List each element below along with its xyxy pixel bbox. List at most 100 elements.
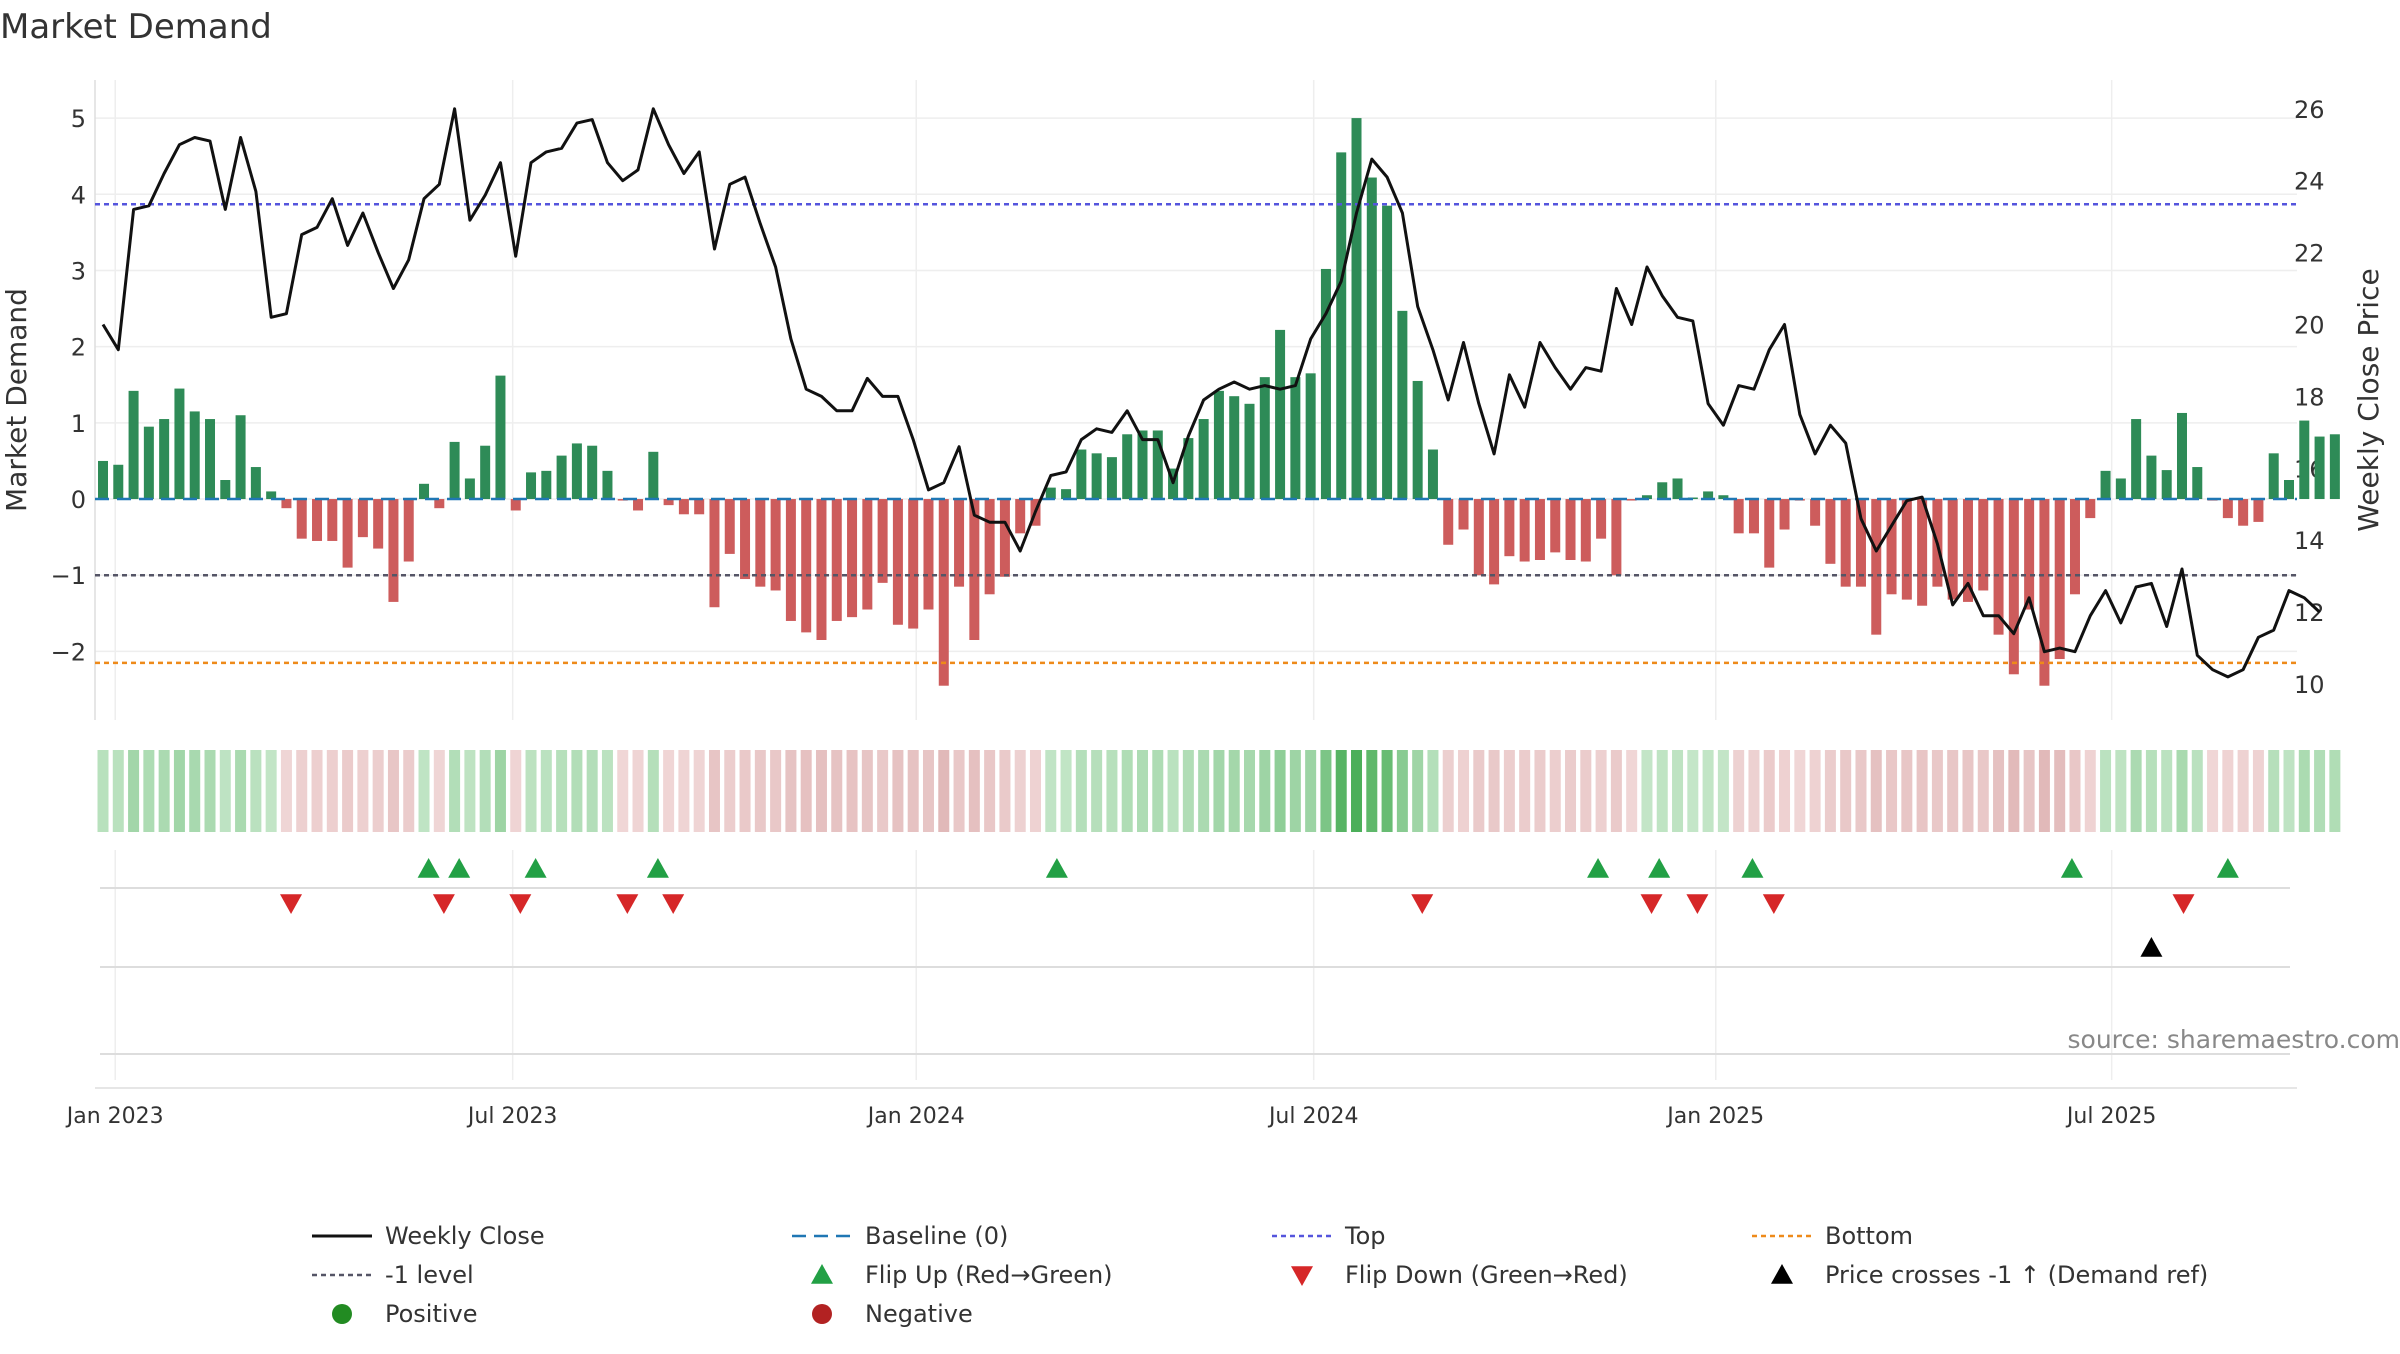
- demand-bar: [236, 415, 246, 499]
- demand-bar: [1978, 499, 1988, 590]
- y-tick-label: 2: [71, 334, 86, 362]
- demand-bar: [1474, 499, 1484, 575]
- flip-down-marker: [1763, 894, 1785, 914]
- flip-up-marker: [1648, 858, 1670, 878]
- source-label: source: sharemaestro.com: [2068, 1025, 2400, 1054]
- heat-strip-cell: [1152, 750, 1163, 832]
- x-tick-label: Jan 2023: [65, 1104, 164, 1129]
- heat-strip-cell: [1015, 750, 1026, 832]
- demand-bar: [1657, 482, 1667, 499]
- demand-bar: [602, 471, 612, 499]
- heat-strip-cell: [296, 750, 307, 832]
- flip-up-marker: [525, 858, 547, 878]
- legend-label: -1 level: [385, 1261, 474, 1289]
- heat-strip-cell: [648, 750, 659, 832]
- heat-strip-cell: [908, 750, 919, 832]
- demand-bar: [587, 446, 597, 499]
- demand-bar: [816, 499, 826, 640]
- demand-bar: [862, 499, 872, 609]
- y2-tick-label: 26: [2294, 96, 2325, 124]
- heat-strip-cell: [1733, 750, 1744, 832]
- demand-bar: [1092, 453, 1102, 499]
- heat-strip-cell: [633, 750, 644, 832]
- heat-strip-cell: [1840, 750, 1851, 832]
- demand-bar: [1275, 330, 1285, 499]
- heat-strip-cell: [1336, 750, 1347, 832]
- demand-bar: [511, 499, 521, 510]
- demand-bar: [1122, 434, 1132, 499]
- heat-strip-cell: [2085, 750, 2096, 832]
- heat-strip-cell: [2299, 750, 2310, 832]
- heat-strip-cell: [128, 750, 139, 832]
- heat-strip-cell: [449, 750, 460, 832]
- demand-bar: [495, 376, 505, 499]
- heat-strip-cell: [678, 750, 689, 832]
- heat-strip-cell: [1764, 750, 1775, 832]
- heat-strip-cell: [1366, 750, 1377, 832]
- demand-bar: [725, 499, 735, 554]
- heat-strip-cell: [1962, 750, 1973, 832]
- demand-bar: [1397, 311, 1407, 499]
- legend-swatch-flip-down: [1291, 1266, 1313, 1286]
- demand-bar: [954, 499, 964, 587]
- heat-strip-cell: [1122, 750, 1133, 832]
- demand-bar: [2009, 499, 2019, 674]
- heat-strip-cell: [1473, 750, 1484, 832]
- price-cross-marker: [2140, 937, 2162, 957]
- y2-tick-label: 14: [2294, 527, 2325, 555]
- demand-bar: [1581, 499, 1591, 561]
- demand-bar: [2039, 499, 2049, 686]
- y2-tick-label: 18: [2294, 383, 2325, 411]
- heat-strip-cell: [2176, 750, 2187, 832]
- legend-label: Flip Down (Green→Red): [1345, 1261, 1628, 1289]
- demand-bar: [1199, 419, 1209, 499]
- heat-strip-cell: [1504, 750, 1515, 832]
- heat-strip-cell: [892, 750, 903, 832]
- legend-swatch-price-cross: [1771, 1264, 1793, 1284]
- heat-strip-cell: [587, 750, 598, 832]
- demand-bar: [1290, 377, 1300, 499]
- demand-bar: [2330, 434, 2340, 499]
- demand-bar: [1229, 396, 1239, 499]
- demand-bar: [2192, 467, 2202, 499]
- heat-strip-cell: [480, 750, 491, 832]
- demand-bar: [327, 499, 337, 541]
- heat-strip-cell: [1901, 750, 1912, 832]
- heat-strip-cell: [1091, 750, 1102, 832]
- heat-strip-cell: [2024, 750, 2035, 832]
- demand-bar: [2101, 471, 2111, 499]
- demand-bar: [1061, 489, 1071, 499]
- heat-strip-cell: [1611, 750, 1622, 832]
- heat-strip-cell: [495, 750, 506, 832]
- demand-bar: [2162, 470, 2172, 499]
- x-tick-label: Jul 2025: [2065, 1104, 2157, 1129]
- heat-strip-cell: [1718, 750, 1729, 832]
- demand-bar: [1214, 391, 1224, 499]
- heat-strip-cell: [1626, 750, 1637, 832]
- heat-strip-cell: [1580, 750, 1591, 832]
- heat-strip-cell: [1061, 750, 1072, 832]
- heat-strip-cell: [464, 750, 475, 832]
- heat-strip-cell: [1290, 750, 1301, 832]
- flip-down-marker: [662, 894, 684, 914]
- heat-strip-cell: [2146, 750, 2157, 832]
- heat-strip-cell: [1489, 750, 1500, 832]
- demand-bar: [2253, 499, 2263, 522]
- heat-strip-cell: [1550, 750, 1561, 832]
- demand-bar: [1428, 450, 1438, 500]
- demand-bar: [893, 499, 903, 625]
- y-tick-label: 1: [71, 410, 86, 438]
- heat-strip-cell: [785, 750, 796, 832]
- heat-strip-cell: [1305, 750, 1316, 832]
- demand-bar: [1902, 499, 1912, 600]
- heat-strip-cell: [1794, 750, 1805, 832]
- heat-strip-cell: [1886, 750, 1897, 832]
- heat-strip-cell: [2054, 750, 2065, 832]
- demand-bar: [2299, 421, 2309, 499]
- heat-strip-cell: [831, 750, 842, 832]
- demand-bar: [465, 478, 475, 499]
- demand-bar: [190, 411, 200, 499]
- heat-strip-cell: [526, 750, 537, 832]
- flip-up-marker: [418, 858, 440, 878]
